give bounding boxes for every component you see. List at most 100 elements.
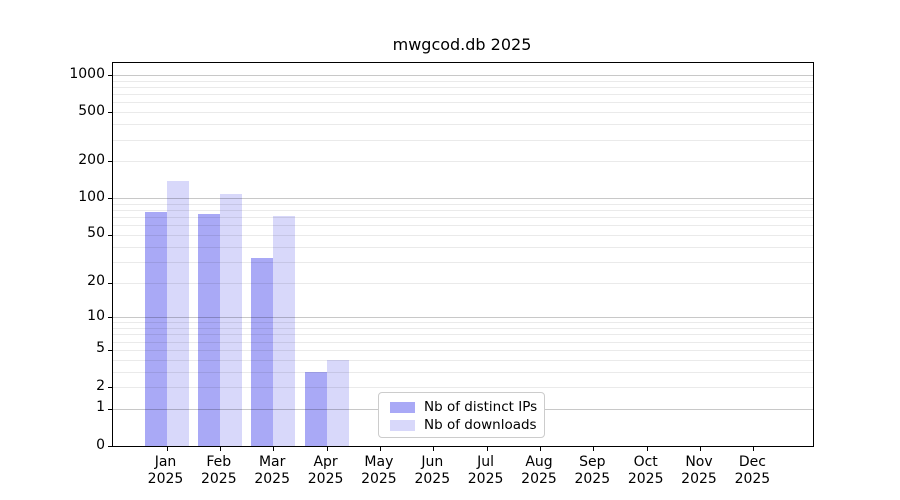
x-tick-label-month: Nov [685,454,713,470]
x-tick-jun [433,447,435,451]
bar-nb-of-distinct-ips-jan [144,212,167,446]
y-tick-100 [108,198,112,200]
gridline-minor-90 [113,203,813,205]
legend: Nb of distinct IPs Nb of downloads [378,392,545,438]
x-tick-label-jul: Jul 2025 [453,454,519,487]
gridline-major-100 [113,198,813,200]
x-tick-label-year: 2025 [361,470,397,487]
x-tick-label-year: 2025 [681,470,717,487]
x-tick-feb [219,447,221,451]
x-tick-label-month: Mar [258,454,286,470]
y-tick-500 [108,112,112,114]
y-tick-label-10: 10 [87,307,105,324]
x-tick-jan [166,447,168,451]
x-tick-nov [700,447,701,451]
gridline-minor-600 [113,102,813,104]
x-tick-label-year: 2025 [254,470,290,487]
legend-item-nb-of-downloads: Nb of downloads [390,416,544,434]
gridline-minor-800 [113,87,813,88]
gridline-minor-80 [113,210,813,211]
x-tick-label-mar: Mar 2025 [239,454,305,487]
x-tick-label-year: 2025 [627,470,664,487]
x-tick-label-month: Sep [579,454,606,470]
x-tick-label-jan: Jan 2025 [133,454,199,487]
x-tick-may [379,447,381,451]
gridline-minor-300 [113,139,813,141]
x-tick-label-year: 2025 [521,470,557,487]
y-tick-label-1: 1 [96,399,105,416]
x-tick-label-month: Aug [525,454,553,470]
gridline-minor-700 [113,94,813,96]
x-tick-label-year: 2025 [414,470,451,487]
y-tick-label-5: 5 [96,340,105,357]
bar-nb-of-distinct-ips-mar [251,258,274,446]
x-tick-label-month: Apr [313,454,338,470]
x-tick-label-dec: Dec 2025 [719,454,785,487]
x-tick-label-month: Jun [421,454,444,470]
x-tick-label-month: Dec [738,454,766,470]
x-tick-label-year: 2025 [147,470,184,487]
y-tick-label-20: 20 [87,273,105,289]
x-tick-oct [646,447,648,451]
x-tick-label-apr: Apr 2025 [293,454,359,487]
chart-title: mwgcod.db 2025 [392,35,532,54]
y-tick-label-0: 0 [96,436,105,453]
x-tick-label-may: May 2025 [346,454,412,487]
x-tick-label-year: 2025 [200,470,237,487]
y-tick-label-2: 2 [96,377,105,394]
y-tick-20 [108,282,112,284]
x-tick-label-year: 2025 [574,470,611,487]
x-tick-label-month: Feb [206,454,232,470]
y-tick-label-1000: 1000 [69,65,105,82]
gridline-minor-200 [113,161,813,163]
x-tick-label-month: Jul [477,454,495,470]
x-tick-aug [539,447,541,451]
y-tick-5 [108,349,112,351]
y-tick-1000 [108,75,112,76]
y-tick-2 [108,387,112,388]
legend-item-nb-of-distinct-ips: Nb of distinct IPs [390,398,544,416]
x-tick-label-aug: Aug 2025 [506,454,572,487]
legend-label-nb-of-downloads: Nb of downloads [424,417,537,433]
x-tick-label-jun: Jun 2025 [399,454,465,487]
y-tick-0 [108,446,112,447]
y-tick-label-100: 100 [78,188,105,205]
gridline-minor-500 [113,112,813,114]
bar-nb-of-downloads-apr [326,359,349,446]
y-tick-label-200: 200 [78,151,105,168]
y-tick-50 [108,234,112,236]
bar-nb-of-downloads-feb [219,193,242,446]
x-tick-label-sep: Sep 2025 [559,454,625,487]
plot-area [108,62,814,451]
legend-swatch-nb-of-distinct-ips [390,401,415,413]
x-tick-label-month: Jan [154,454,177,470]
x-tick-mar [273,447,275,451]
y-tick-label-500: 500 [78,102,105,119]
x-tick-label-nov: Nov 2025 [666,454,732,487]
gridline-minor-900 [113,80,813,82]
bar-nb-of-downloads-mar [273,215,296,446]
x-tick-label-feb: Feb 2025 [186,454,252,487]
y-tick-10 [108,317,112,319]
x-tick-sep [593,447,595,451]
y-tick-1 [108,408,112,410]
x-tick-label-year: 2025 [467,470,504,487]
x-tick-label-year: 2025 [307,470,344,487]
x-tick-jul [486,447,488,451]
x-tick-label-month: May [364,454,394,470]
gridline-minor-400 [113,124,813,126]
legend-swatch-nb-of-downloads [390,419,415,431]
bar-nb-of-distinct-ips-apr [304,371,327,446]
x-tick-label-month: Oct [633,454,658,470]
legend-label-nb-of-distinct-ips: Nb of distinct IPs [424,399,538,415]
x-tick-dec [753,447,755,451]
x-tick-label-year: 2025 [734,470,771,487]
y-tick-label-50: 50 [87,225,105,242]
y-tick-200 [108,161,112,163]
bar-nb-of-downloads-jan [166,181,189,446]
x-tick-apr [326,447,328,451]
x-tick-label-oct: Oct 2025 [613,454,679,487]
bar-nb-of-distinct-ips-feb [197,214,220,446]
gridline-major-1000 [113,75,813,76]
